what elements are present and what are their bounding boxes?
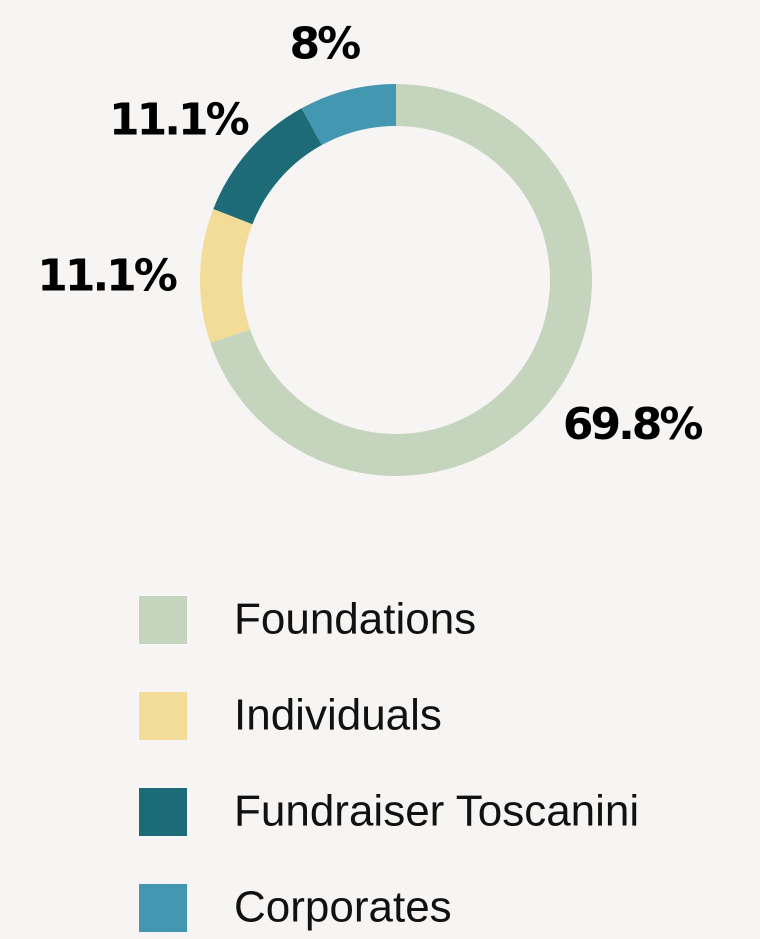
- legend-label: Individuals: [234, 691, 442, 740]
- data-label: 11.1%: [109, 95, 249, 146]
- legend-label: Corporates: [234, 883, 452, 932]
- legend-swatch: [139, 788, 187, 836]
- legend-swatch: [139, 884, 187, 932]
- donut-segment: [199, 208, 253, 343]
- donut-segment: [301, 84, 396, 146]
- data-label: 69.8%: [563, 399, 703, 450]
- donut-segment: [213, 108, 322, 225]
- legend-swatch: [139, 692, 187, 740]
- data-label: 8%: [290, 19, 361, 70]
- data-label: 11.1%: [37, 251, 177, 302]
- legend-label: Foundations: [234, 595, 476, 644]
- legend-label: Fundraiser Toscanini: [234, 787, 639, 836]
- legend-swatch: [139, 596, 187, 644]
